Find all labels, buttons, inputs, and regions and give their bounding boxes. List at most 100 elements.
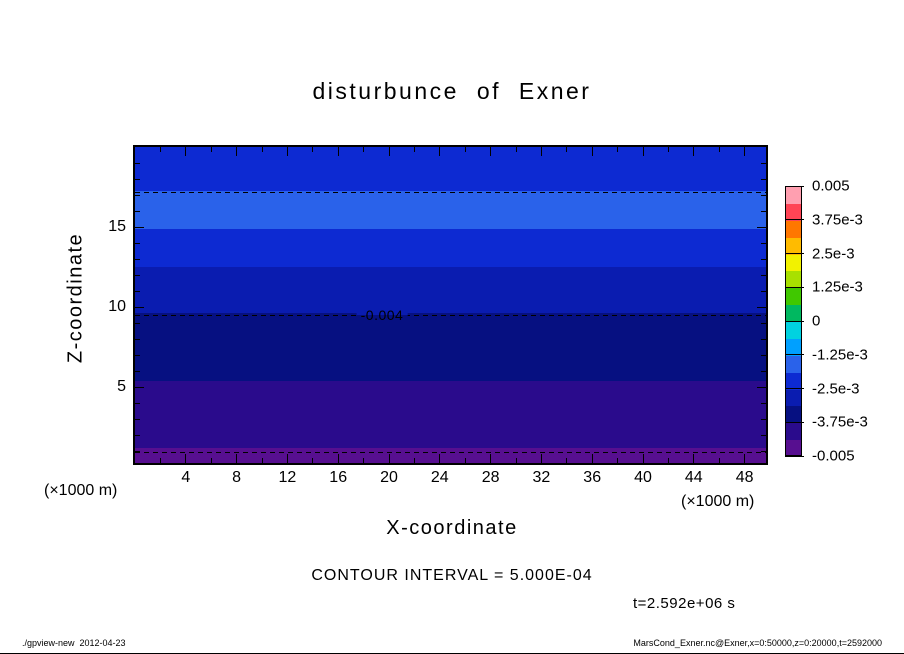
y-axis-tick — [135, 274, 140, 276]
x-axis-tick — [236, 454, 238, 463]
y-axis-tick — [761, 418, 766, 420]
colorbar-segment — [786, 423, 801, 441]
x-axis-tick-label: 8 — [232, 469, 242, 486]
y-axis-tick — [757, 306, 766, 308]
y-axis-tick-label: 10 — [108, 298, 126, 315]
y-axis-tick — [761, 194, 766, 196]
time-annotation: t=2.592e+06 s — [633, 595, 736, 612]
x-axis-tick — [363, 458, 365, 463]
y-axis-tick — [761, 434, 766, 436]
colorbar-segment — [786, 372, 801, 390]
x-axis-tick — [718, 147, 720, 152]
x-axis-tick — [617, 147, 619, 152]
y-axis-label: Z-coordinate — [64, 232, 87, 364]
x-axis-tick-label: 44 — [684, 469, 703, 486]
x-axis-tick — [337, 147, 339, 156]
colorbar-tick-label: 2.5e-3 — [812, 245, 855, 262]
y-axis-tick — [135, 162, 140, 164]
colorbar-segment — [786, 271, 801, 289]
y-axis-tick — [135, 370, 140, 372]
y-axis-tick — [135, 322, 140, 324]
contour-fill-band — [135, 191, 766, 229]
colorbar-segment — [786, 355, 801, 373]
x-axis-tick — [185, 454, 187, 463]
footer-command: ./gpview-new 2012-04-23 — [22, 638, 126, 648]
x-axis-tick — [261, 458, 263, 463]
x-axis-tick — [388, 454, 390, 463]
x-axis-tick — [464, 147, 466, 152]
x-axis-tick — [744, 147, 746, 156]
x-axis-tick — [439, 454, 441, 463]
colorbar-tick-label: -1.25e-3 — [812, 346, 868, 364]
contour-fill-band — [135, 312, 766, 382]
y-axis-tick — [761, 178, 766, 180]
x-axis-tick — [515, 458, 517, 463]
y-axis-tick — [135, 434, 140, 436]
colorbar-tick — [785, 388, 804, 389]
y-axis-tick — [135, 338, 140, 340]
y-axis-tick — [761, 402, 766, 404]
y-axis-tick — [135, 290, 140, 292]
x-axis-tick — [159, 458, 161, 463]
colorbar-tick — [785, 286, 804, 288]
y-axis-tick — [757, 386, 766, 388]
y-axis-tick — [761, 162, 766, 164]
x-axis-tick — [667, 147, 669, 152]
y-axis-tick-label: 15 — [108, 218, 126, 235]
y-axis-tick — [761, 450, 766, 452]
colorbar-tick-label: -3.75e-3 — [812, 413, 868, 431]
colorbar-segment — [786, 389, 801, 407]
contour-fill-band — [135, 381, 766, 449]
x-axis-tick — [490, 454, 492, 463]
colorbar-tick-label: 1.25e-3 — [812, 278, 863, 296]
colorbar-segment — [786, 338, 801, 356]
colorbar-tick — [785, 185, 804, 187]
colorbar-tick — [785, 219, 804, 221]
x-axis-tick — [286, 147, 288, 156]
y-axis-tick — [135, 354, 140, 356]
x-axis-tick-label: 32 — [532, 469, 551, 486]
y-axis-tick — [135, 402, 140, 404]
contour-fill-band — [135, 147, 766, 192]
y-axis-tick — [135, 178, 140, 180]
y-axis-tick — [761, 290, 766, 292]
x-axis-tick-label: 12 — [278, 469, 297, 486]
x-axis-tick — [591, 147, 593, 156]
y-axis-tick — [135, 226, 144, 228]
colorbar-tick-label: -0.005 — [812, 447, 855, 465]
contour-interval-note: CONTOUR INTERVAL = 5.000E-04 — [311, 567, 593, 584]
colorbar-tick — [785, 320, 804, 322]
y-axis-tick — [761, 370, 766, 372]
x-axis-tick — [185, 147, 187, 156]
colorbar-tick-label: 0 — [812, 312, 821, 330]
x-axis-tick-label: 48 — [735, 469, 754, 486]
y-axis-tick — [135, 386, 144, 388]
colorbar-tick — [785, 421, 804, 423]
x-axis-tick — [312, 458, 314, 463]
x-axis-tick — [693, 454, 695, 463]
x-axis-tick-label: 36 — [583, 469, 602, 486]
x-axis-label: X-coordinate — [386, 517, 518, 539]
x-axis-tick — [718, 458, 720, 463]
y-axis-tick — [135, 210, 140, 212]
y-axis-tick — [135, 450, 140, 452]
x-axis-tick — [566, 458, 568, 463]
colorbar-segment — [786, 288, 801, 306]
colorbar-tick — [785, 253, 804, 254]
colorbar-segment — [786, 237, 801, 255]
x-axis-tick — [540, 147, 542, 156]
colorbar-segment — [786, 187, 801, 204]
colorbar-tick — [785, 354, 804, 356]
colorbar-segment — [786, 305, 801, 322]
plot-frame: -0.004 — [133, 145, 768, 465]
contour-line — [135, 191, 766, 193]
x-axis-tick — [236, 147, 238, 156]
x-axis-tick — [363, 147, 365, 152]
x-axis-tick — [388, 147, 390, 156]
y-axis-tick — [757, 226, 766, 228]
x-axis-tick — [667, 458, 669, 463]
x-axis-tick — [617, 458, 619, 463]
x-axis-tick — [337, 454, 339, 463]
colorbar-tick-label: 0.005 — [812, 177, 850, 195]
y-axis-tick — [135, 194, 140, 196]
